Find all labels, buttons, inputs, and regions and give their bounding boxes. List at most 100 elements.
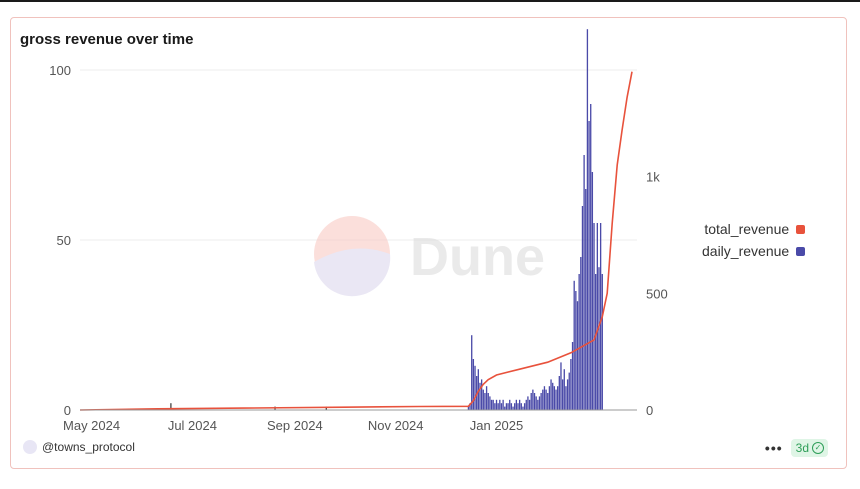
dune-logo-lower-half [314, 248, 391, 297]
daily-revenue-bar [560, 362, 562, 410]
daily-revenue-bar [512, 406, 514, 410]
daily-revenue-bar [507, 403, 509, 410]
daily-revenue-bar [509, 399, 511, 410]
daily-revenue-bar [523, 403, 526, 410]
legend-item-daily-revenue[interactable]: daily_revenue [702, 240, 806, 262]
daily-revenue-bar [515, 399, 518, 410]
y-left-tick-label: 0 [64, 403, 71, 418]
daily-revenue-bar [576, 301, 579, 410]
daily-revenue-bar [570, 359, 572, 410]
daily-revenue-bar [593, 223, 595, 410]
total-revenue-line [79, 71, 633, 411]
badge-label: 3d [795, 441, 809, 455]
axis-ticks: 0 50 100 0 500 1k May 2024 Jul 2024 Sep 2024 Nov … [49, 63, 667, 433]
daily-revenue-bar [601, 274, 603, 410]
daily-revenue-bar [548, 386, 551, 410]
daily-revenue-bar [591, 172, 594, 410]
daily-revenue-bar [325, 406, 327, 410]
daily-revenue-bar [484, 393, 486, 410]
legend-label: total_revenue [704, 221, 790, 237]
watermark-text: Dune [410, 227, 545, 287]
daily-revenue-bar [563, 369, 565, 410]
legend-item-total-revenue[interactable]: total_revenue [702, 218, 806, 240]
chart-card [10, 17, 847, 469]
more-icon[interactable]: ••• [764, 440, 783, 456]
daily-revenue-bar [514, 403, 516, 410]
daily-revenue-bar [505, 403, 508, 410]
y-right-tick-label: 500 [646, 286, 668, 301]
daily-revenue-bar [566, 379, 569, 410]
daily-revenue-bar [543, 386, 546, 410]
daily-revenue-bar [535, 396, 537, 410]
daily-revenue-bar [522, 406, 524, 410]
daily-revenue-bar [568, 372, 570, 410]
daily-revenue-bar [467, 406, 470, 410]
daily-revenue-bar [510, 403, 513, 410]
daily-revenue-bar [495, 399, 498, 410]
x-tick-label: May 2024 [63, 418, 120, 433]
daily-revenue-bar [553, 386, 556, 410]
daily-revenue-bar [497, 403, 499, 410]
author[interactable]: @towns_protocol [23, 440, 135, 454]
daily-revenue-bar [583, 155, 585, 410]
daily-revenue-bar [499, 399, 501, 410]
daily-revenue-bar [532, 389, 534, 410]
daily-revenue-bar [480, 379, 483, 410]
daily-revenue-bar [490, 399, 493, 410]
legend: total_revenue daily_revenue [702, 218, 806, 262]
daily-revenue-bar [561, 379, 564, 410]
daily-revenue-bar [565, 386, 567, 410]
daily-revenue-bar [527, 396, 529, 410]
x-tick-label: Jan 2025 [470, 418, 524, 433]
daily-revenue-bar [504, 406, 506, 410]
daily-revenue-bar [472, 359, 475, 410]
daily-revenue-bar [482, 389, 484, 410]
dune-watermark: Dune [314, 216, 545, 297]
daily-revenue-bars [467, 29, 603, 410]
daily-revenue-bar [552, 382, 554, 410]
daily-revenue-bar [538, 396, 541, 410]
daily-revenue-bar [596, 223, 598, 410]
refresh-badge[interactable]: 3d ✓ [790, 439, 828, 457]
y-left-tick-label: 100 [49, 63, 71, 78]
footer-actions: ••• 3d ✓ [765, 439, 828, 457]
daily-revenue-bar [598, 267, 600, 410]
daily-revenue-bar [571, 342, 574, 410]
daily-revenue-bar [590, 104, 592, 410]
daily-revenue-bar [474, 365, 476, 410]
daily-revenue-bar [485, 386, 488, 410]
daily-revenue-bar [540, 393, 542, 410]
daily-revenue-bar [537, 399, 539, 410]
daily-revenue-bar [542, 389, 544, 410]
daily-revenue-bar [170, 403, 172, 410]
legend-label: daily_revenue [702, 243, 790, 259]
daily-revenue-bar [500, 403, 503, 410]
daily-revenue-bar [545, 389, 547, 410]
daily-revenue-bar [586, 29, 589, 410]
daily-revenue-bar [581, 206, 584, 410]
daily-revenue-bar [469, 403, 471, 410]
x-tick-label: Jul 2024 [168, 418, 217, 433]
daily-revenue-bar [599, 223, 602, 410]
daily-revenue-bar [580, 257, 582, 410]
daily-revenue-bar [578, 274, 580, 410]
avatar [23, 440, 37, 454]
daily-revenue-bar [494, 403, 496, 410]
daily-revenue-bar [502, 399, 504, 410]
daily-revenue-bar [558, 376, 560, 410]
daily-revenue-bar [585, 189, 587, 410]
daily-revenue-bar [520, 403, 522, 410]
daily-revenue-bar [479, 382, 481, 410]
author-handle: @towns_protocol [42, 440, 135, 454]
daily-revenue-bar [528, 399, 531, 410]
daily-revenue-bar [588, 121, 590, 410]
check-circle-icon: ✓ [812, 442, 824, 454]
daily-revenue-bar [492, 399, 494, 410]
daily-revenue-bar [595, 274, 597, 410]
legend-swatch-daily-revenue [796, 246, 806, 256]
y-right-tick-label: 1k [646, 170, 660, 185]
daily-revenue-bar [550, 379, 552, 410]
x-tick-label: Sep 2024 [267, 418, 323, 433]
daily-revenue-bar [555, 389, 557, 410]
daily-revenue-bar [487, 393, 489, 410]
